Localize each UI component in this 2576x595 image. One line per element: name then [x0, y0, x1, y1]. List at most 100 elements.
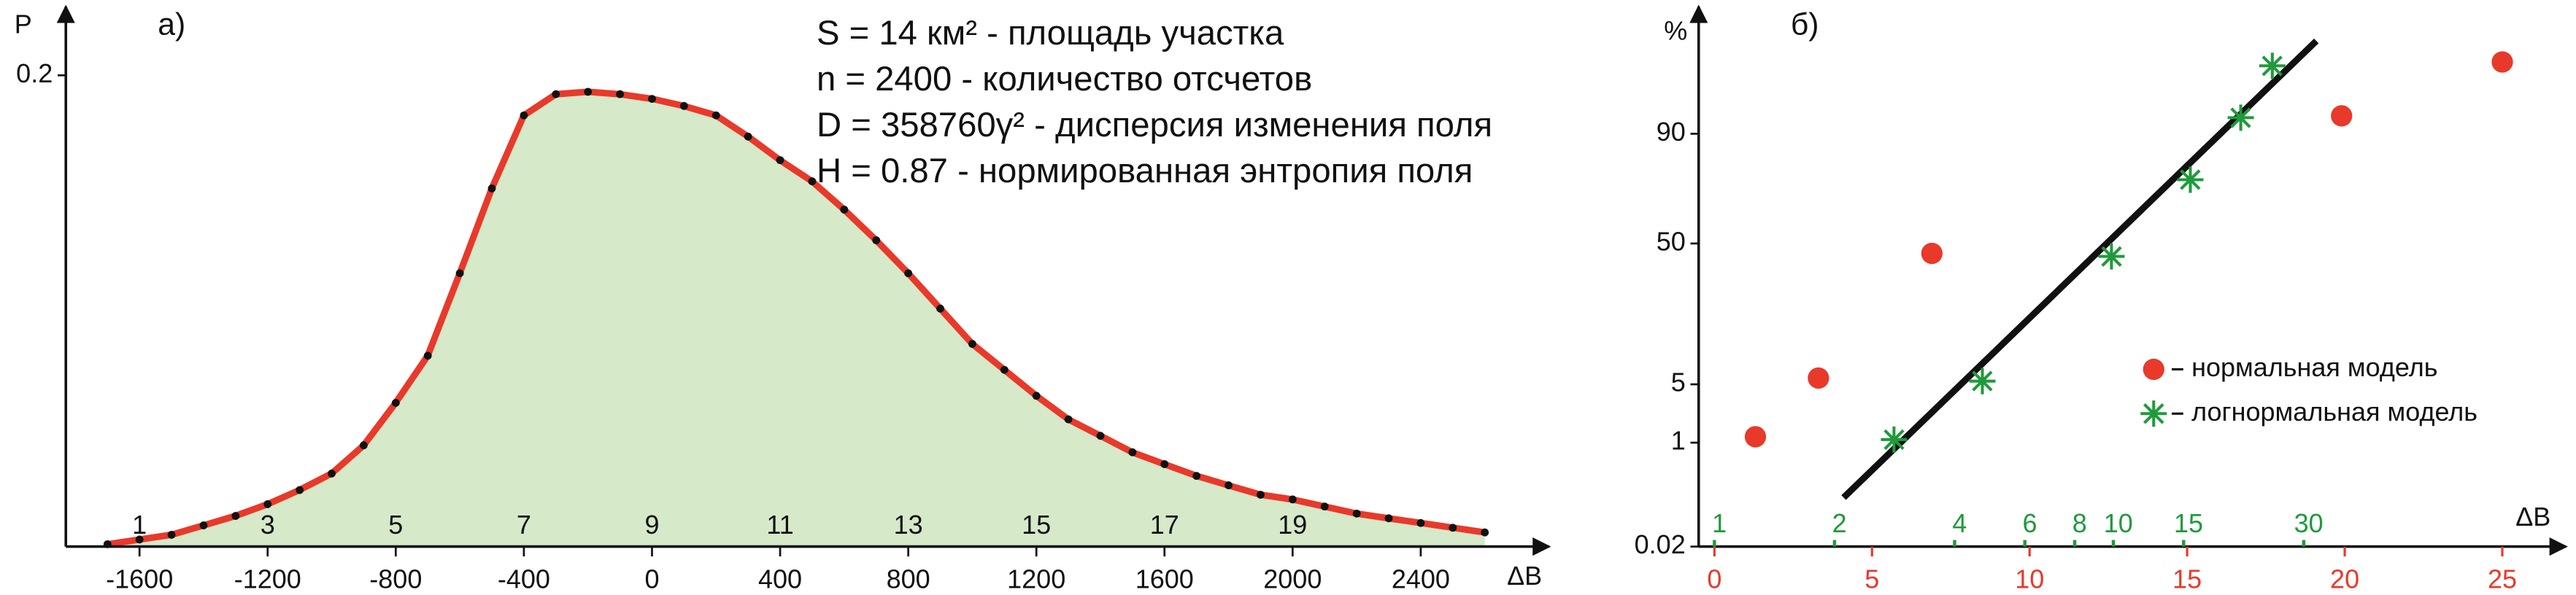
point: [840, 206, 849, 214]
point: [135, 535, 144, 544]
x2-tick-label: 1: [1712, 508, 1727, 538]
point: [423, 351, 432, 360]
panel-label: а): [158, 7, 185, 42]
legend-label: логнормальная модель: [2191, 397, 2477, 427]
curve: [107, 88, 1486, 548]
y-tick-label: 90: [1657, 117, 1686, 147]
point: [167, 531, 176, 539]
point: [679, 101, 688, 110]
point: [391, 399, 400, 407]
x-tick-label: 2000: [1263, 564, 1322, 594]
x-tick-label: 1600: [1135, 564, 1194, 594]
dot-point: [1921, 242, 1943, 265]
point: [455, 269, 464, 278]
y-tick-label: 0.02: [1635, 529, 1686, 559]
x2-tick-label: 6: [2022, 508, 2037, 538]
star-point: [2140, 400, 2167, 427]
class-label: 5: [388, 510, 403, 540]
x-tick-label: 1200: [1007, 564, 1065, 594]
y-tick-label: 50: [1657, 226, 1686, 256]
point: [1288, 495, 1297, 504]
point: [936, 304, 944, 313]
y-axis-label: %: [1664, 16, 1687, 46]
point: [1481, 528, 1489, 537]
class-label: 3: [261, 510, 275, 540]
point: [1352, 509, 1361, 518]
class-label: 19: [1278, 510, 1307, 540]
annotation: H = 0.87 - нормированная энтропия поля: [817, 152, 1473, 190]
y-tick-label: 0.2: [16, 58, 53, 88]
x-tick-label: -400: [498, 564, 550, 594]
point: [872, 236, 881, 244]
x-tick-label: 400: [758, 564, 802, 594]
x2-tick-label: 15: [2174, 508, 2203, 538]
point: [616, 90, 624, 98]
point: [1032, 392, 1041, 400]
x-tick-label: -800: [369, 564, 422, 594]
y-tick-label: 5: [1671, 368, 1686, 397]
dot-point: [2491, 51, 2513, 73]
dot-point: [1808, 367, 1829, 389]
point: [1064, 415, 1073, 424]
legend-label: нормальная модель: [2191, 352, 2437, 382]
x-tick-label: 2400: [1392, 564, 1450, 594]
point: [1225, 481, 1233, 489]
star-point: [2259, 52, 2286, 79]
point: [328, 470, 336, 478]
point: [296, 486, 304, 494]
dot-point: [2331, 105, 2353, 127]
point: [520, 111, 528, 120]
x-tick-label: -1200: [234, 564, 301, 594]
point: [648, 95, 656, 104]
class-label: 9: [644, 510, 659, 540]
point: [712, 111, 720, 120]
point: [1320, 502, 1329, 511]
class-label: 11: [766, 510, 793, 540]
class-label: 13: [894, 510, 923, 540]
x-axis-label: ΔB: [1507, 561, 1542, 591]
x2-tick-label: 30: [2294, 508, 2324, 538]
point: [231, 512, 240, 520]
point: [1192, 472, 1201, 481]
x-tick-label: 25: [2488, 564, 2517, 594]
star-point: [1881, 426, 1908, 453]
x-tick-label: 15: [2172, 564, 2202, 594]
star-point: [2098, 243, 2125, 270]
panel-label: б): [1791, 7, 1819, 42]
point: [360, 441, 368, 450]
point: [744, 132, 752, 141]
x2-tick-label: 10: [2104, 508, 2133, 538]
point: [263, 500, 272, 508]
point: [1096, 432, 1105, 440]
point: [808, 177, 817, 186]
class-label: 7: [517, 510, 531, 540]
x2-tick-label: 8: [2072, 508, 2087, 538]
annotation: S = 14 км² - площадь участка: [817, 14, 1284, 52]
x-tick-label: 10: [2015, 564, 2044, 594]
point: [1257, 491, 1265, 499]
dot-point: [2143, 358, 2164, 381]
x-tick-label: 0: [644, 564, 659, 594]
point: [968, 340, 976, 349]
x2-tick-label: 2: [1832, 508, 1847, 538]
star-point: [2177, 166, 2204, 193]
y-axis-label: P: [15, 9, 32, 39]
star-point: [2227, 104, 2254, 131]
x-tick-label: 800: [887, 564, 930, 594]
point: [904, 269, 913, 278]
y-tick-label: 1: [1671, 426, 1686, 456]
x-tick-label: 5: [1864, 564, 1879, 594]
x-tick-label: 20: [2330, 564, 2359, 594]
point: [1384, 514, 1393, 523]
dot-point: [1744, 426, 1767, 448]
point: [1128, 448, 1137, 456]
point: [1000, 365, 1009, 374]
x2-tick-label: 4: [1952, 508, 1967, 538]
point: [487, 184, 496, 192]
point: [199, 521, 208, 529]
x-tick-label: 0: [1707, 564, 1721, 594]
area: [107, 91, 1485, 547]
star-point: [1969, 368, 1996, 394]
class-label: 1: [132, 510, 147, 540]
